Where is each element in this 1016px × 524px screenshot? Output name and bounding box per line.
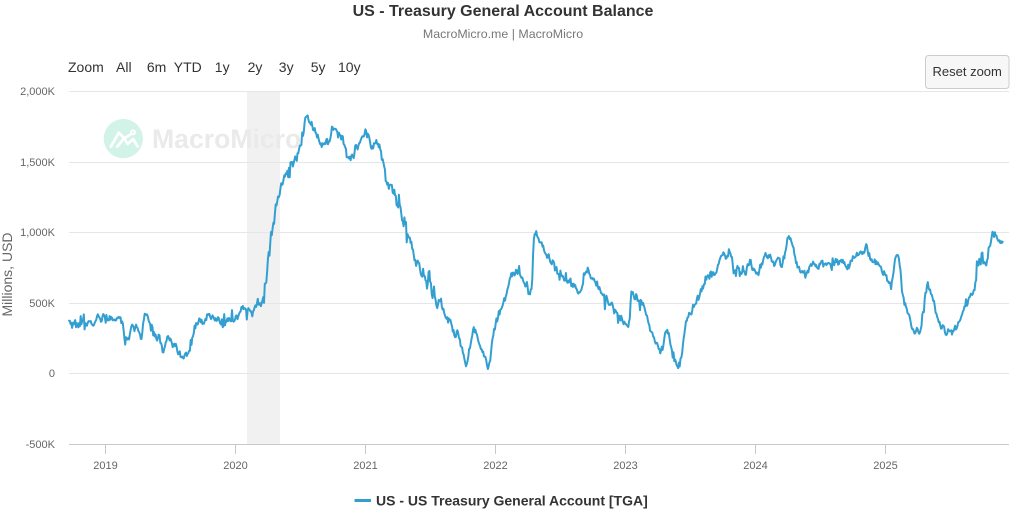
svg-text:1,500K: 1,500K xyxy=(20,157,56,169)
svg-text:MacroMicro: MacroMicro xyxy=(152,124,301,154)
svg-text:1y: 1y xyxy=(215,59,230,75)
svg-text:Reset zoom: Reset zoom xyxy=(933,64,1002,79)
svg-text:2020: 2020 xyxy=(223,460,247,472)
svg-text:5y: 5y xyxy=(311,59,326,75)
svg-text:All: All xyxy=(116,59,132,75)
svg-text:3y: 3y xyxy=(279,59,294,75)
svg-text:MacroMicro.me | MacroMicro: MacroMicro.me | MacroMicro xyxy=(423,27,583,41)
svg-text:2y: 2y xyxy=(248,59,263,75)
svg-text:2022: 2022 xyxy=(483,460,507,472)
svg-text:2023: 2023 xyxy=(613,460,637,472)
svg-text:2021: 2021 xyxy=(353,460,377,472)
svg-text:-500K: -500K xyxy=(26,439,56,451)
svg-text:2024: 2024 xyxy=(743,460,767,472)
svg-text:10y: 10y xyxy=(338,59,361,75)
svg-text:US - US Treasury General Accou: US - US Treasury General Account [TGA] xyxy=(376,493,648,509)
svg-text:2019: 2019 xyxy=(93,460,117,472)
svg-text:500K: 500K xyxy=(29,298,55,310)
svg-text:1,000K: 1,000K xyxy=(20,227,56,239)
svg-text:2025: 2025 xyxy=(873,460,897,472)
svg-text:6m: 6m xyxy=(147,59,166,75)
svg-text:Millions, USD: Millions, USD xyxy=(0,232,15,316)
svg-text:YTD: YTD xyxy=(174,59,202,75)
svg-text:Zoom: Zoom xyxy=(68,59,104,75)
svg-text:0: 0 xyxy=(49,368,55,380)
svg-text:US - Treasury General Account: US - Treasury General Account Balance xyxy=(353,3,654,20)
svg-text:2,000K: 2,000K xyxy=(20,86,56,98)
